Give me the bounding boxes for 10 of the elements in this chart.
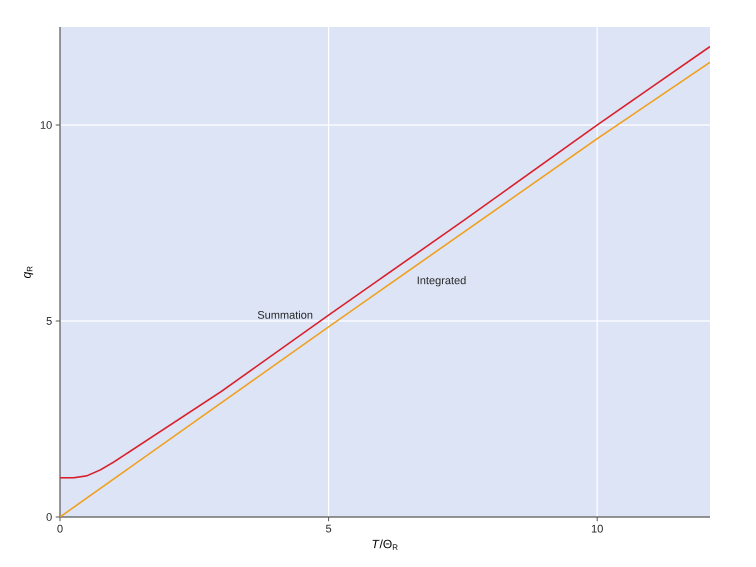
y-tick-label: 5 bbox=[46, 317, 52, 325]
y-tick-label: 0 bbox=[46, 513, 52, 521]
series-label: Integrated bbox=[418, 276, 466, 286]
x-tick-label: 5 bbox=[326, 524, 332, 532]
x-tick-label: 10 bbox=[592, 524, 603, 533]
x-axis-title: T/Θ$_{R}$ bbox=[372, 539, 398, 550]
y-tick-label: 10 bbox=[40, 121, 52, 129]
series-label: Summation bbox=[258, 310, 312, 319]
x-tick-label: 0 bbox=[57, 524, 63, 533]
y-axis-title: q$_{R}$ bbox=[24, 266, 34, 278]
